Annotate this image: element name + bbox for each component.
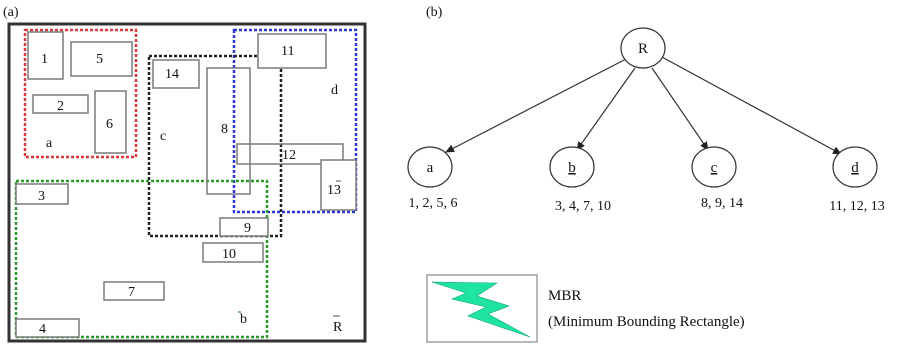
rect-8 — [206, 67, 251, 195]
panel-b-label: (b) — [426, 5, 443, 20]
region-label-a: a — [46, 136, 53, 151]
node-a-members: 1, 2, 5, 6 — [409, 196, 458, 211]
node-root-label: R — [638, 41, 648, 57]
edge-r-a — [445, 57, 629, 153]
outer-space-r — [7, 22, 367, 343]
mbr-c — [147, 54, 283, 238]
rect-14 — [152, 59, 200, 89]
edge-r-b — [576, 67, 636, 151]
edge-r-c — [651, 67, 709, 151]
region-label-c: c — [160, 129, 166, 144]
mbr-d — [232, 28, 358, 214]
node-d-label: d — [851, 160, 859, 176]
rect-12 — [236, 143, 344, 165]
legend-subtitle: (Minimum Bounding Rectangle) — [548, 314, 745, 330]
rect-7 — [103, 281, 165, 301]
lightning-bolt-icon — [431, 281, 531, 338]
node-c-label: c — [711, 160, 718, 176]
node-d-members: 11, 12, 13 — [829, 199, 884, 214]
rect-12-label: 12 — [282, 148, 296, 163]
rect-1 — [27, 31, 64, 80]
panel-a-label: (a) — [3, 5, 19, 20]
region-label-b: b — [240, 312, 247, 327]
rect-13-label: 13 — [327, 183, 341, 198]
rect-10-label: 10 — [222, 247, 236, 262]
rect-3 — [15, 183, 69, 205]
rect-11-label: 11 — [281, 44, 294, 59]
rect-4-label: 4 — [39, 322, 46, 337]
node-a — [407, 146, 453, 188]
rect-9 — [219, 217, 269, 237]
rect-2-label: 2 — [57, 99, 64, 114]
node-b-members: 3, 4, 7, 10 — [555, 199, 611, 214]
rect-2 — [32, 94, 89, 114]
rect-1-label: 1 — [41, 52, 48, 67]
rect-5-label: 5 — [96, 52, 103, 67]
legend-title: MBR — [548, 288, 581, 304]
node-root — [620, 27, 666, 69]
rect-6 — [94, 90, 127, 154]
node-c-members: 8, 9, 14 — [701, 196, 743, 211]
node-b-label: b — [568, 160, 576, 176]
edge-r-d — [659, 55, 842, 155]
node-c — [691, 146, 737, 188]
rect-4 — [15, 318, 80, 338]
rect-8-label: 8 — [221, 122, 228, 137]
rect-5 — [70, 41, 133, 77]
rect-3-label: 3 — [38, 189, 45, 204]
node-a-label: a — [427, 160, 434, 176]
rect-6-label: 6 — [106, 117, 113, 132]
rect-13 — [320, 159, 357, 211]
rect-9-label: 9 — [244, 221, 251, 236]
rect-11 — [257, 33, 327, 69]
mbr-b — [14, 179, 269, 339]
node-b — [549, 146, 595, 188]
region-label-r: R — [333, 320, 343, 335]
rect-14-label: 14 — [165, 67, 179, 82]
rect-10 — [202, 242, 264, 263]
rect-7-label: 7 — [128, 285, 135, 300]
node-d — [832, 146, 878, 188]
region-label-d: d — [331, 83, 338, 98]
mbr-a — [23, 28, 138, 159]
